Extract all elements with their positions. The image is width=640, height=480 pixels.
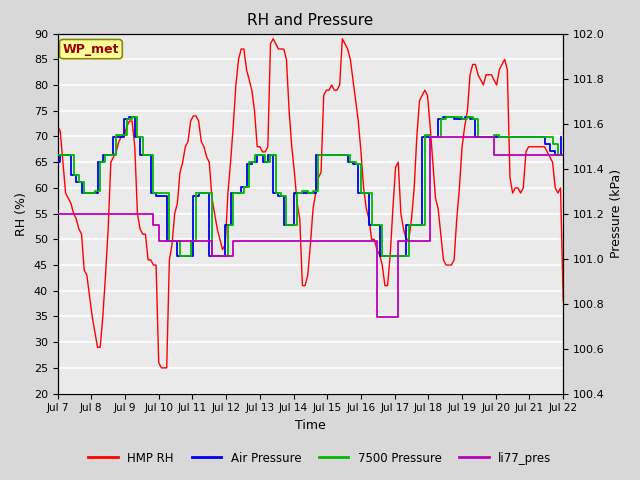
Y-axis label: Pressure (kPa): Pressure (kPa) (610, 169, 623, 258)
Title: RH and Pressure: RH and Pressure (247, 13, 374, 28)
X-axis label: Time: Time (295, 419, 326, 432)
Legend: HMP RH, Air Pressure, 7500 Pressure, li77_pres: HMP RH, Air Pressure, 7500 Pressure, li7… (84, 447, 556, 469)
Text: WP_met: WP_met (63, 43, 119, 56)
Y-axis label: RH (%): RH (%) (15, 192, 28, 236)
